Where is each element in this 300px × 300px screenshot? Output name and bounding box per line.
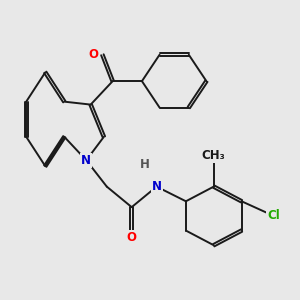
Text: N: N	[81, 154, 91, 167]
Text: CH₃: CH₃	[202, 149, 226, 162]
Text: O: O	[127, 231, 137, 244]
Text: Cl: Cl	[267, 209, 280, 222]
Text: O: O	[88, 48, 99, 61]
Text: N: N	[152, 180, 162, 193]
Text: H: H	[140, 158, 150, 171]
